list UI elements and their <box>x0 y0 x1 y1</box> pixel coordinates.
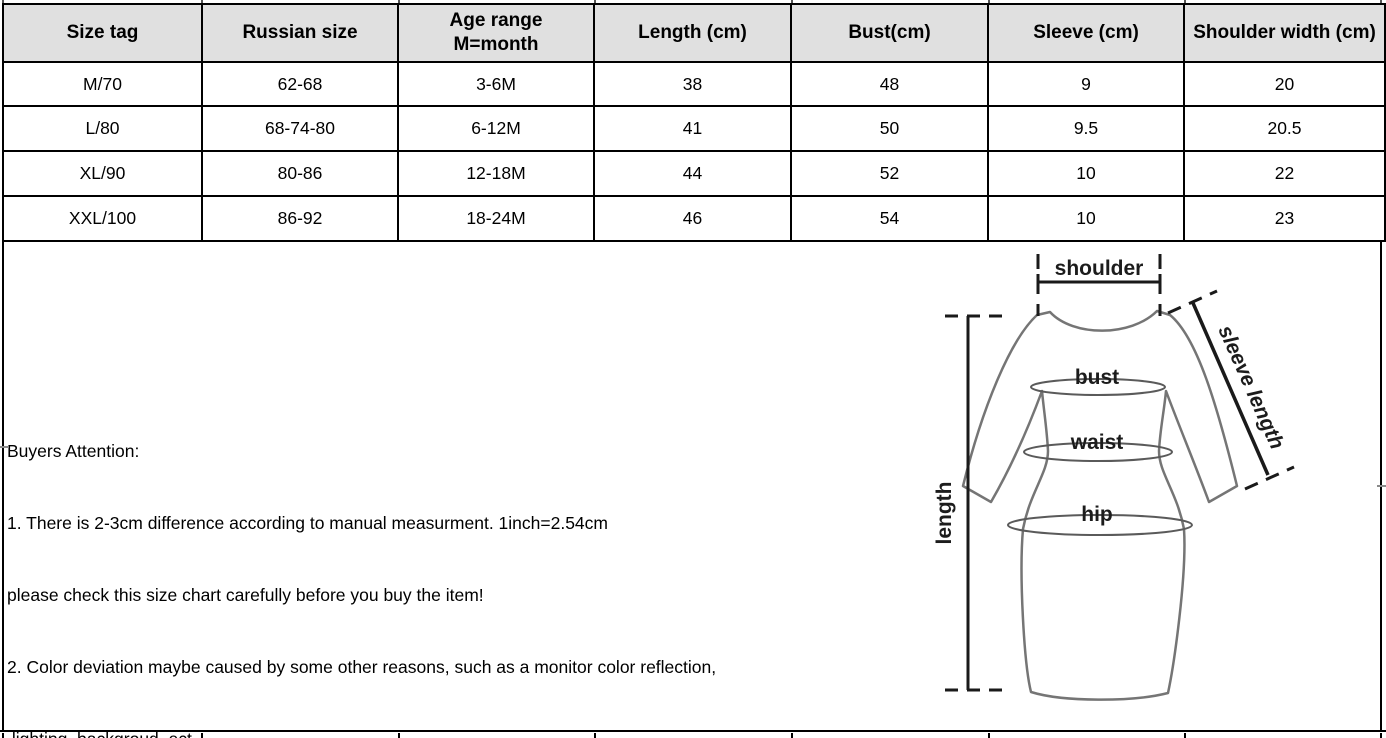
table-cell: 12-18M <box>397 150 595 197</box>
col-header-age-range: Age range M=month <box>397 3 595 63</box>
notes-line: 2. Color deviation maybe caused by some … <box>7 657 717 677</box>
grid-tick <box>791 733 793 738</box>
grid-tick <box>398 733 400 738</box>
grid-tick <box>988 0 990 3</box>
grid-tick <box>594 0 596 3</box>
grid-tick <box>201 733 203 738</box>
table-cell: XXL/100 <box>2 195 203 242</box>
sleeve-dash-top <box>1167 289 1218 315</box>
table-cell: 10 <box>987 150 1185 197</box>
size-table: Size tag Russian size Age range M=month … <box>2 3 1386 242</box>
table-cell: 38 <box>593 61 792 107</box>
col-header-russian-size: Russian size <box>201 3 399 63</box>
table-row: XL/90 80-86 12-18M 44 52 10 22 <box>2 150 1386 197</box>
hip-label: hip <box>1081 503 1113 526</box>
frame-left <box>2 240 4 732</box>
table-cell: 86-92 <box>201 195 399 242</box>
table-cell: 23 <box>1183 195 1386 242</box>
table-cell: 44 <box>593 150 792 197</box>
grid-tick <box>1377 485 1386 487</box>
table-cell: 20 <box>1183 61 1386 107</box>
table-cell: 54 <box>790 195 989 242</box>
grid-tick <box>791 0 793 3</box>
frame-bottom <box>0 730 1386 732</box>
col-header-shoulder-width: Shoulder width (cm) <box>1183 3 1386 63</box>
grid-tick <box>201 0 203 3</box>
col-header-size-tag: Size tag <box>2 3 203 63</box>
grid-tick <box>1380 0 1382 3</box>
table-cell: 52 <box>790 150 989 197</box>
grid-tick <box>2 0 4 3</box>
col-header-bust: Bust(cm) <box>790 3 989 63</box>
table-cell: 41 <box>593 105 792 152</box>
table-row: M/70 62-68 3-6M 38 48 9 20 <box>2 61 1386 107</box>
grid-tick <box>1184 733 1186 738</box>
grid-tick <box>0 446 9 448</box>
table-cell: 9 <box>987 61 1185 107</box>
waist-ellipse <box>1023 442 1173 462</box>
table-cell: L/80 <box>2 105 203 152</box>
table-cell: 22 <box>1183 150 1386 197</box>
grid-tick <box>398 0 400 3</box>
notes-line: please check this size chart carefully b… <box>7 585 484 605</box>
table-cell: 68-74-80 <box>201 105 399 152</box>
table-cell: M/70 <box>2 61 203 107</box>
table-cell: 3-6M <box>397 61 595 107</box>
grid-tick <box>1184 0 1186 3</box>
table-cell: 6-12M <box>397 105 595 152</box>
hip-ellipse <box>1007 514 1193 536</box>
table-cell: XL/90 <box>2 150 203 197</box>
table-cell: 48 <box>790 61 989 107</box>
notes-line: 1. There is 2-3cm difference according t… <box>7 513 608 533</box>
length-label: length <box>933 482 956 545</box>
table-header-row: Size tag Russian size Age range M=month … <box>2 3 1386 63</box>
waist-label: waist <box>1070 431 1124 454</box>
notes-title: Buyers Attention: <box>7 441 140 461</box>
table-row: L/80 68-74-80 6-12M 41 50 9.5 20.5 <box>2 105 1386 152</box>
table-cell: 20.5 <box>1183 105 1386 152</box>
table-cell: 62-68 <box>201 61 399 107</box>
table-cell: 18-24M <box>397 195 595 242</box>
sleeve-length-line <box>1191 302 1270 476</box>
grid-tick <box>594 733 596 738</box>
table-row: XXL/100 86-92 18-24M 46 54 10 23 <box>2 195 1386 242</box>
table-cell: 10 <box>987 195 1185 242</box>
dress-outline <box>961 309 1239 701</box>
dress-measurement-diagram: shoulder length sleeve length bust waist… <box>933 254 1295 701</box>
grid-tick <box>988 733 990 738</box>
bust-ellipse <box>1030 378 1166 396</box>
bust-label: bust <box>1075 366 1119 389</box>
shoulder-label: shoulder <box>1055 257 1144 280</box>
col-header-sleeve: Sleeve (cm) <box>987 3 1185 63</box>
table-cell: 80-86 <box>201 150 399 197</box>
table-cell: 50 <box>790 105 989 152</box>
buyers-attention-notes: Buyers Attention: 1. There is 2-3cm diff… <box>7 391 837 738</box>
table-cell: 46 <box>593 195 792 242</box>
notes-line: lighting, backgroud, ect. <box>7 727 837 738</box>
table-cell: 9.5 <box>987 105 1185 152</box>
col-header-length: Length (cm) <box>593 3 792 63</box>
grid-tick <box>1380 733 1382 738</box>
sleeve-dash-bottom <box>1244 465 1295 491</box>
grid-tick <box>2 733 4 738</box>
